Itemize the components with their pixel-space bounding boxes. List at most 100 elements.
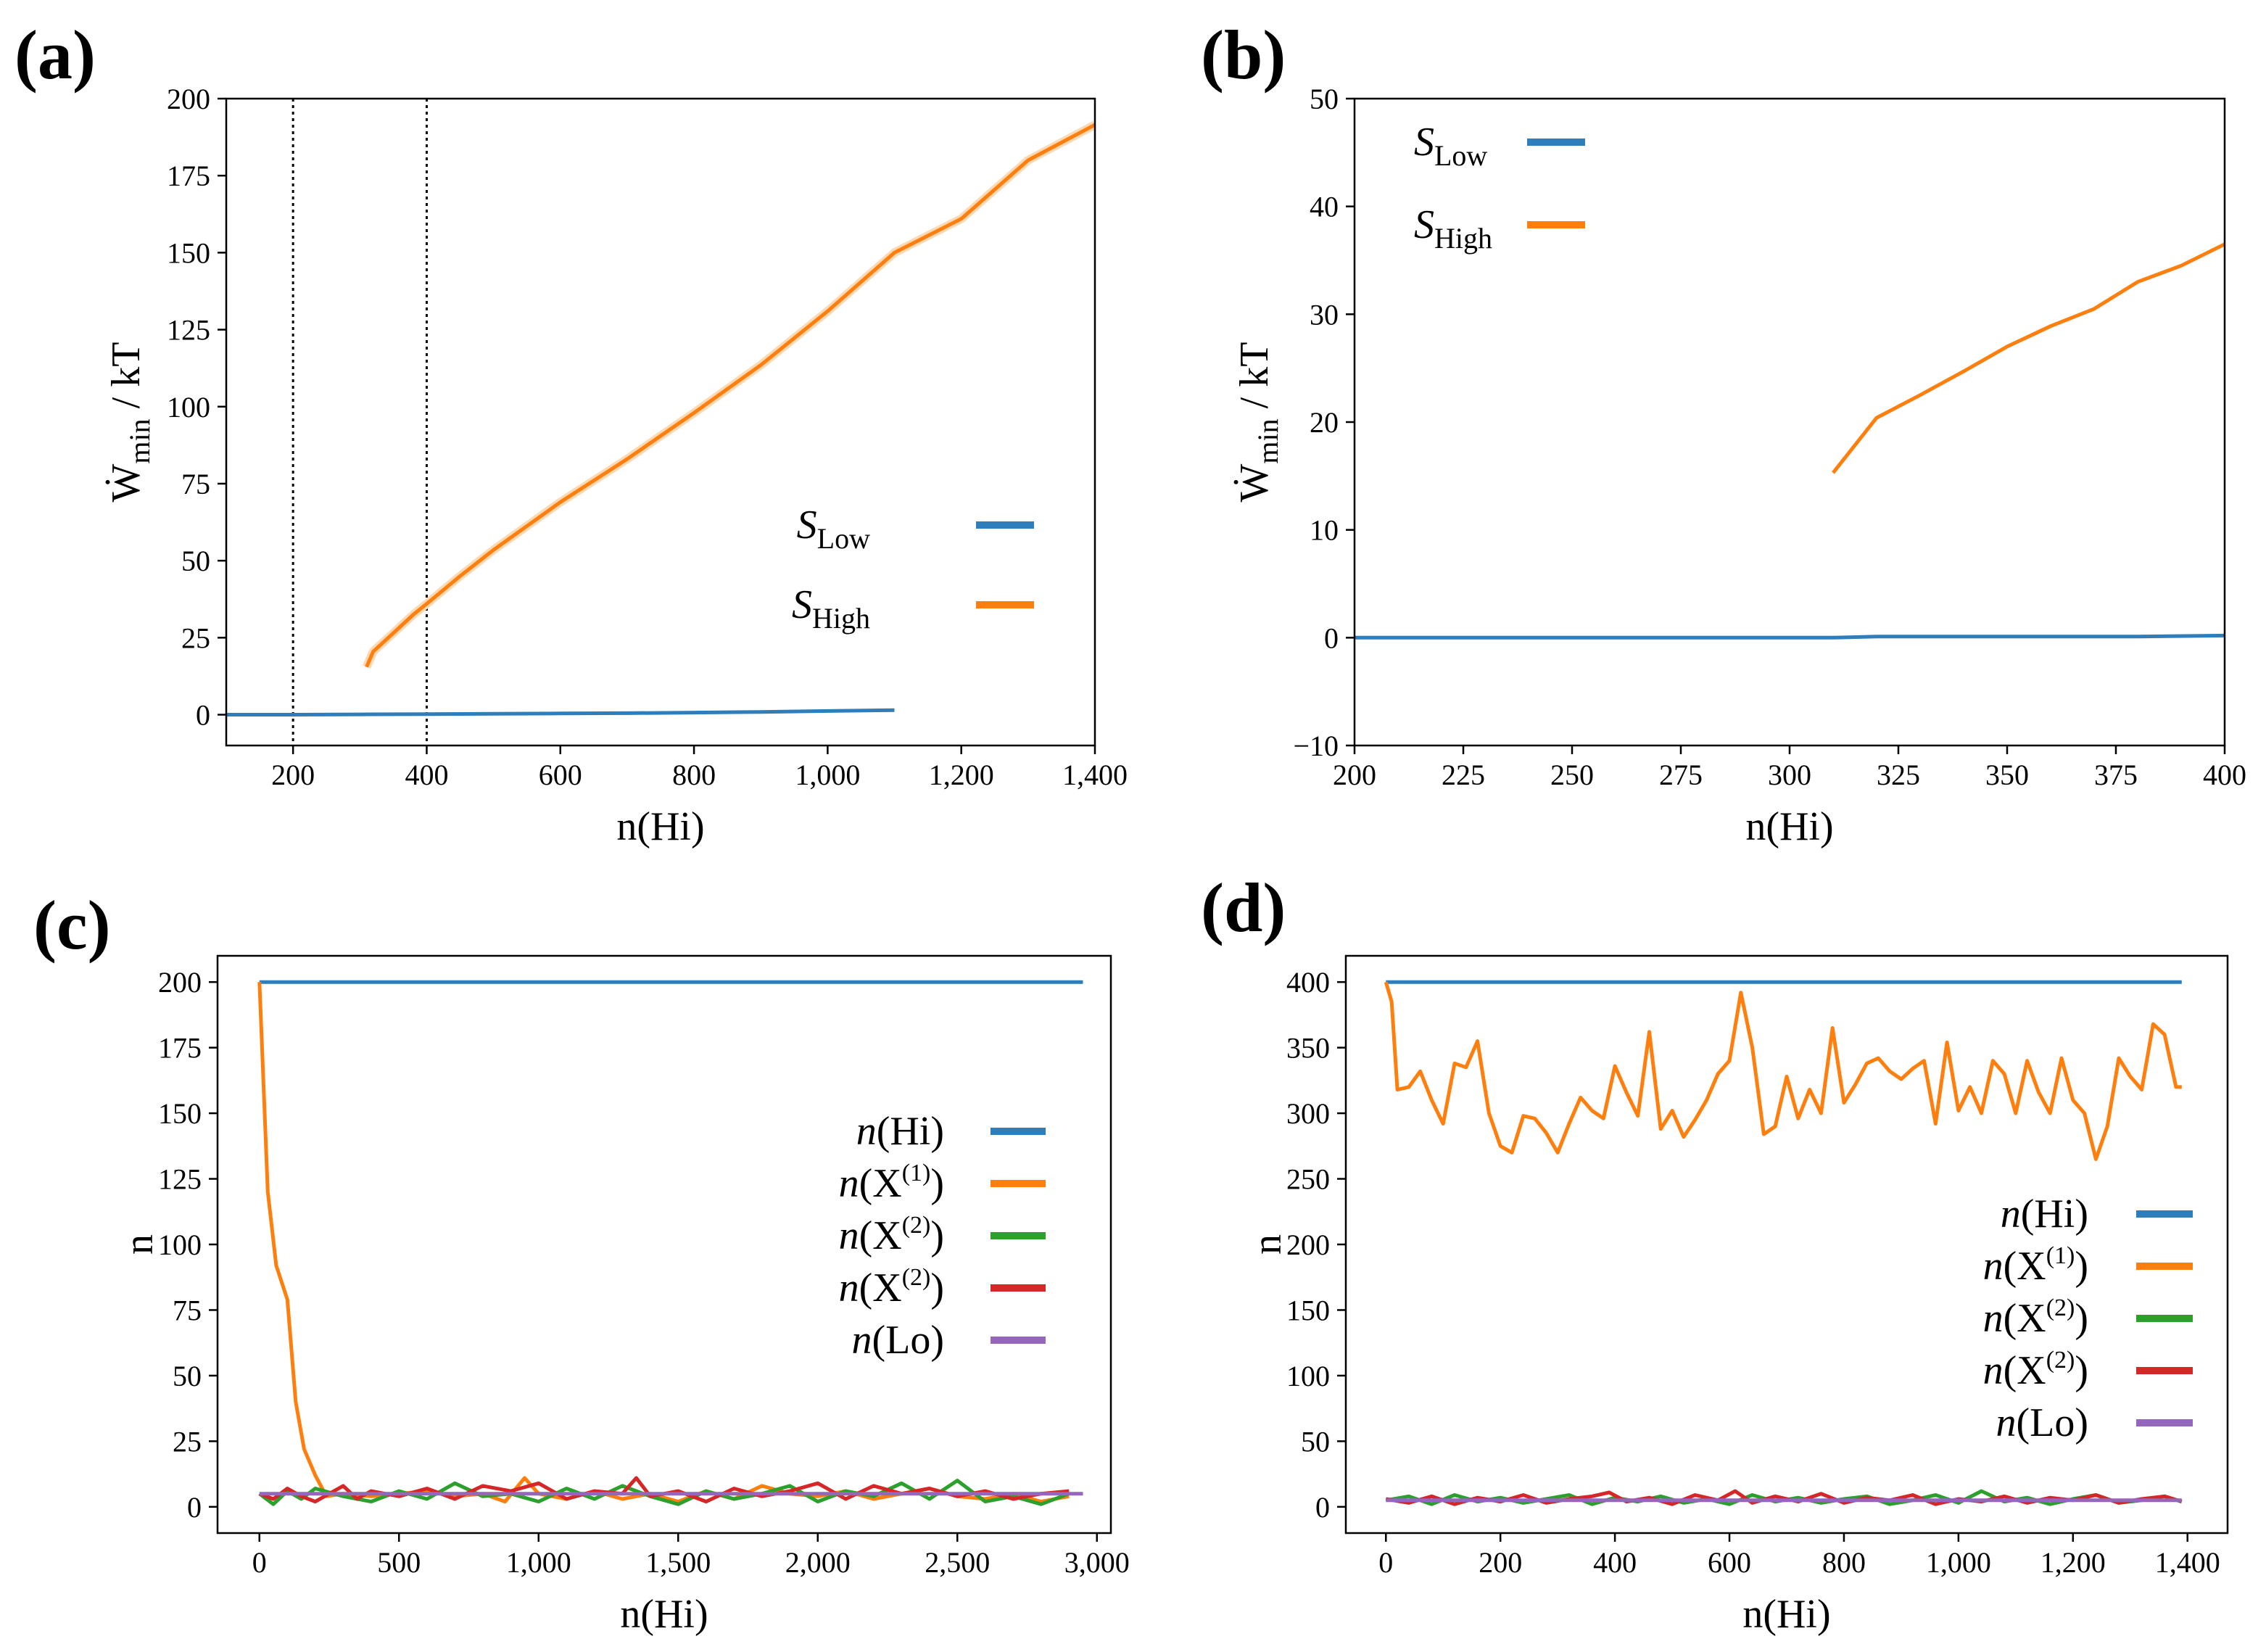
plot-area: [1384, 980, 2183, 1506]
y-tick-label: 25: [173, 1425, 202, 1458]
legend-entry-label: SLow: [1414, 120, 1487, 172]
legend-entry-label: n(X(2)): [1983, 1294, 2088, 1341]
legend-entry-label: n(X(2)): [839, 1264, 944, 1310]
x-tick-label: 1,000: [506, 1546, 571, 1579]
y-axis-title: Ẇmin / kT: [1232, 342, 1284, 503]
x-tick-label: 250: [1550, 759, 1594, 791]
x-tick-label: 275: [1659, 759, 1703, 791]
series-line-1: [1384, 981, 2182, 1161]
y-tick-label: 250: [1286, 1163, 1330, 1196]
y-tick-label: 125: [167, 314, 210, 347]
plot-area: [226, 120, 1095, 716]
y-tick-label: 150: [167, 236, 210, 269]
x-axis-title: n(Hi): [1742, 1592, 1830, 1637]
series-line-1: [365, 123, 1095, 668]
legend: SLow SHigh: [1414, 120, 1585, 255]
series-line-3: [1385, 1489, 2183, 1506]
y-tick-label: 50: [181, 545, 210, 577]
panel-a: (a) 200 400 600 800 1,000 1,200 1,400 0 25 50 75 100…: [15, 16, 1128, 849]
axes-frame: [225, 97, 1096, 747]
x-tick-label: 1,200: [2040, 1546, 2106, 1579]
y-tick-label: 300: [1286, 1097, 1330, 1130]
panel-label: (b): [1201, 16, 1286, 94]
y-tick-label: 100: [1286, 1360, 1330, 1392]
y-tick-label: 20: [1310, 406, 1339, 439]
legend: n(Hi) n(X(1)) n(X(2)) n(X(2)) n(Lo): [1983, 1191, 2193, 1445]
plot-area: [257, 980, 1083, 1506]
y-tick-label: 150: [158, 1097, 202, 1130]
y-tick-label: 10: [1310, 514, 1339, 547]
x-tick-label: 300: [1768, 759, 1811, 791]
x-tick-label: 375: [2094, 759, 2138, 791]
legend-entry-label: n(X(2)): [839, 1212, 944, 1258]
y-tick-label: 150: [1286, 1294, 1330, 1326]
legend-entry-label: SHigh: [792, 582, 870, 635]
y-axis-title: Ẇmin / kT: [104, 342, 156, 503]
y-tick-label: 50: [1301, 1425, 1330, 1458]
panel-c: (c) 0 500 1,000 1,500 2,000 2,500 3,000 0 25 50 75 1…: [33, 886, 1130, 1637]
x-tick-label: 225: [1442, 759, 1485, 791]
y-tick-label: 100: [167, 391, 210, 424]
x-tick-label: 400: [2203, 759, 2246, 791]
legend-entry-label: n(X(2)): [1983, 1347, 2088, 1393]
x-tick-label: 1,500: [645, 1546, 711, 1579]
x-tick-label: 200: [271, 759, 315, 791]
y-tick-label: 350: [1286, 1032, 1330, 1065]
y-tick-label: 50: [173, 1360, 202, 1392]
y-tick-label: 40: [1310, 191, 1339, 223]
x-tick-label: 2,000: [785, 1546, 851, 1579]
legend-entry-label: SHigh: [1414, 202, 1492, 255]
y-tick-label: 0: [1315, 1491, 1330, 1524]
axes-frame: [1353, 97, 2226, 747]
x-tick-label: 1,200: [929, 759, 994, 791]
x-tick-label: 1,400: [2155, 1546, 2220, 1579]
x-tick-label: 800: [1822, 1546, 1866, 1579]
legend-entry-label: n(Hi): [2001, 1191, 2088, 1236]
x-tick-label: 325: [1877, 759, 1920, 791]
series-line-1: [257, 982, 1070, 1504]
y-tick-label: 175: [167, 160, 210, 192]
x-tick-label: 500: [377, 1546, 421, 1579]
panel-label: (c): [33, 886, 111, 964]
y-tick-label: 25: [181, 621, 210, 654]
series-line-2: [258, 1479, 1070, 1506]
y-tick-label: 0: [187, 1491, 202, 1524]
y-tick-label: 30: [1310, 298, 1339, 331]
y-tick-label: −10: [1293, 730, 1339, 762]
series-line-0: [226, 708, 895, 716]
series-line-0: [1355, 633, 2225, 640]
y-tick-label: 75: [181, 468, 210, 500]
panel-label: (d): [1201, 869, 1286, 946]
y-axis-title: n: [117, 1234, 162, 1255]
x-tick-label: 800: [672, 759, 716, 791]
y-tick-label: 200: [1286, 1228, 1330, 1261]
panel-d: (d) 0 200 400 600 800 1,000 1,200 1,400 0 50 100 150…: [1201, 869, 2229, 1637]
y-tick-label: 100: [158, 1228, 202, 1261]
y-tick-label: 400: [1286, 966, 1330, 999]
x-tick-label: 1,000: [1926, 1546, 1991, 1579]
legend: n(Hi) n(X(1)) n(X(2)) n(X(2)) n(Lo): [839, 1109, 1046, 1363]
x-tick-label: 600: [1708, 1546, 1751, 1579]
x-axis-title: n(Hi): [616, 804, 704, 849]
legend: SLow SHigh: [792, 503, 1034, 635]
x-axis-title: n(Hi): [620, 1592, 708, 1637]
x-tick-label: 400: [405, 759, 448, 791]
legend-entry-label: n(X(1)): [1983, 1242, 2088, 1289]
legend-entry-label: n(Hi): [856, 1109, 944, 1154]
y-tick-label: 0: [196, 699, 210, 732]
x-tick-label: 1,400: [1062, 759, 1128, 791]
x-tick-label: 0: [1378, 1546, 1393, 1579]
x-tick-label: 3,000: [1064, 1546, 1130, 1579]
legend-entry-label: SLow: [797, 503, 870, 555]
y-tick-label: 50: [1310, 83, 1339, 115]
x-tick-label: 200: [1479, 1546, 1522, 1579]
x-tick-label: 200: [1333, 759, 1376, 791]
series-line-1: [1832, 242, 2225, 474]
y-tick-label: 125: [158, 1163, 202, 1196]
y-tick-label: 200: [158, 966, 202, 999]
legend-entry-label: n(X(1)): [839, 1160, 944, 1206]
legend-entry-label: n(Lo): [1996, 1400, 2088, 1445]
x-tick-label: 2,500: [925, 1546, 990, 1579]
y-tick-label: 75: [173, 1294, 202, 1326]
